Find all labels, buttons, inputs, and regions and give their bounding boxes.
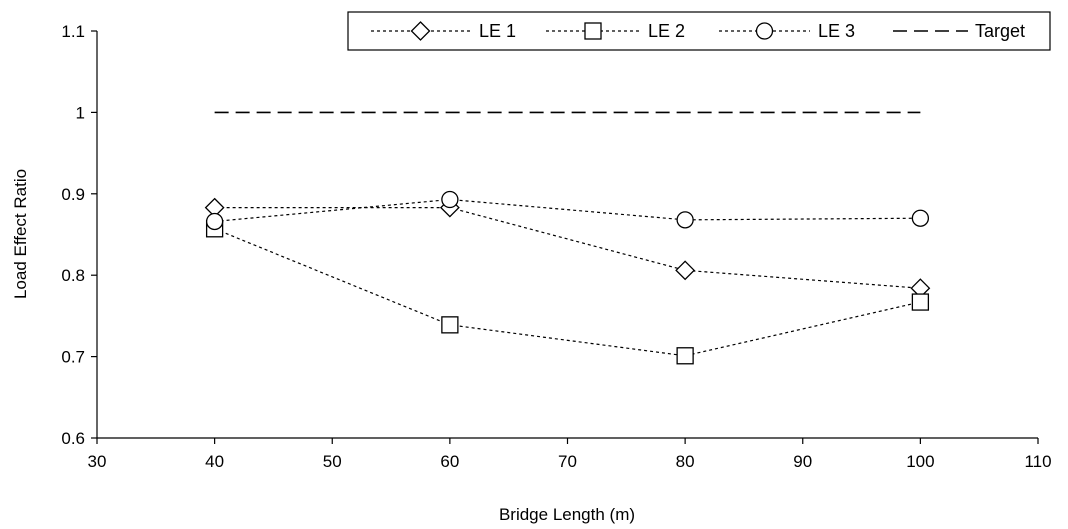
y-tick-label: 0.8 [61, 266, 85, 285]
y-tick-label: 0.7 [61, 348, 85, 367]
x-axis-title: Bridge Length (m) [499, 505, 635, 524]
y-tick-label: 1 [76, 103, 85, 122]
legend-marker-le-2 [584, 22, 602, 40]
series-le-3 [205, 190, 930, 231]
y-tick-label: 0.9 [61, 185, 85, 204]
legend-item-le-1: LE 1 [371, 21, 516, 41]
legend-label-le-3: LE 3 [818, 21, 855, 41]
data-point-le-3 [911, 209, 930, 227]
x-tick-label: 110 [1024, 452, 1051, 471]
legend-item-le-2: LE 2 [546, 21, 685, 41]
data-point-le-3 [205, 212, 224, 231]
legend-item-target: Target [893, 21, 1025, 41]
x-tick-label: 50 [323, 452, 342, 471]
y-axis-title: Load Effect Ratio [11, 169, 30, 299]
legend-marker-le-3 [755, 22, 774, 40]
data-point-le-2 [441, 316, 459, 334]
series-le-2 [205, 220, 930, 365]
legend-label-le-2: LE 2 [648, 21, 685, 41]
series-line-le-3 [214, 198, 921, 223]
y-tick-label: 0.6 [61, 429, 85, 448]
x-tick-label: 100 [906, 452, 934, 471]
legend-label-le-1: LE 1 [479, 21, 516, 41]
data-point-le-3 [676, 211, 694, 229]
x-tick-label: 90 [793, 452, 812, 471]
data-point-le-3 [441, 190, 459, 209]
legend-item-le-3: LE 3 [719, 21, 855, 41]
legend: LE 1 LE 2 LE 3 Target [347, 11, 1051, 51]
x-tick-label: 30 [88, 452, 107, 471]
series-le-1 [204, 197, 931, 299]
legend-box [347, 11, 1051, 51]
x-tick-label: 70 [558, 452, 577, 471]
series-layer [204, 111, 931, 365]
axes [96, 31, 1038, 439]
x-tick-label: 40 [205, 452, 224, 471]
data-point-le-2 [676, 347, 694, 365]
data-point-le-1 [675, 260, 696, 281]
data-point-le-2 [911, 293, 930, 311]
y-tick-label: 1.1 [61, 22, 85, 41]
legend-label-target: Target [975, 21, 1025, 41]
x-tick-label: 60 [440, 452, 459, 471]
ticks: 0.6 0.7 0.8 0.9 1 1.1 30 40 50 60 70 80 90 100 110 [61, 22, 1051, 471]
series-line-le-2 [214, 228, 921, 357]
x-tick-label: 80 [676, 452, 695, 471]
series-line-le-1 [214, 207, 921, 289]
legend-marker-le-1 [410, 21, 431, 41]
